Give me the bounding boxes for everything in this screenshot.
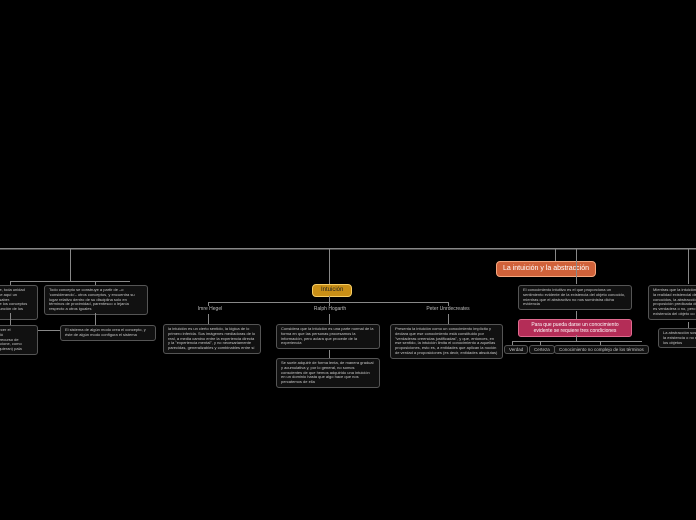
connector xyxy=(10,281,130,282)
connector xyxy=(38,330,60,331)
author-label-2: Ralph Hogarth xyxy=(308,306,352,312)
author-label-3: Peter Unrdecreates xyxy=(418,306,478,312)
mindmap-canvas: La intuición y la abstracción Intuición … xyxy=(0,0,696,520)
connector xyxy=(10,313,11,325)
right-top: El conocimiento intuitivo es el que prop… xyxy=(518,285,632,310)
connector xyxy=(576,311,577,319)
connector xyxy=(208,314,209,324)
intuicion-node[interactable]: Intuición xyxy=(312,284,352,297)
cond1: Verdad xyxy=(504,345,528,354)
left-mid-a: arecer el urrió d (recurso de icacione, … xyxy=(0,325,38,355)
left-top-a: ede, toda unidad y he aquí un el saber. … xyxy=(0,285,38,320)
connector xyxy=(0,249,696,250)
connector xyxy=(70,249,71,281)
far-right-a: Mientras que la intuición la realidad ex… xyxy=(648,285,696,320)
far-right-b: La abstracción sost la existencia o no e… xyxy=(658,328,696,348)
pink-node[interactable]: Para que pueda darse un conocimiento evi… xyxy=(518,319,632,337)
cond2: Certeza xyxy=(529,345,555,354)
connector xyxy=(329,350,330,358)
connector xyxy=(512,341,642,342)
title-node[interactable]: La intuición y la abstracción xyxy=(496,261,596,277)
connector xyxy=(329,249,330,284)
connector xyxy=(95,313,96,325)
connector xyxy=(555,249,556,261)
connector xyxy=(448,314,449,324)
author2-text-b: Se suele adquirir de forma lenta, de man… xyxy=(276,358,380,388)
connector xyxy=(208,302,448,303)
connector xyxy=(329,314,330,324)
author1-text: la intuición es un cierto sentido, la ló… xyxy=(163,324,261,354)
author-label-1: Imre Hegel xyxy=(190,306,230,312)
author2-text-a: Considera que la intuición es una parte … xyxy=(276,324,380,349)
cond3: Conocimiento no complejo de los términos xyxy=(554,345,649,354)
author3-text: Presenta la intuición como un conocimien… xyxy=(390,324,503,359)
left-mid-b: El sistema de algún modo crea el concept… xyxy=(60,325,156,341)
connector xyxy=(576,249,577,284)
left-top-b: Todo concepto se construye a partir de –… xyxy=(44,285,148,315)
connector xyxy=(688,249,689,284)
